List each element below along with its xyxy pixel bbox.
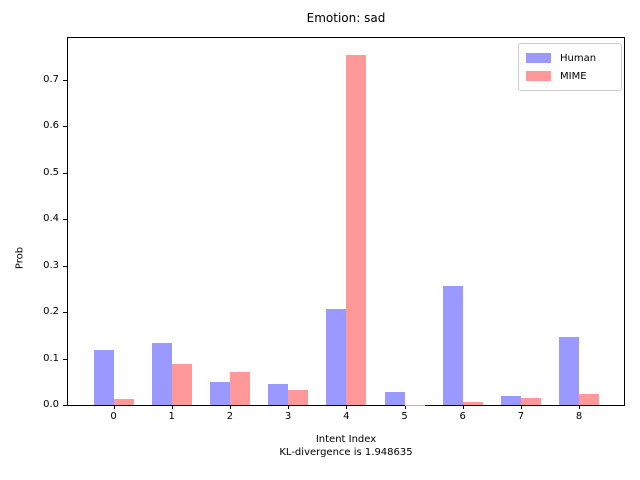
x-tick-mark [171,405,173,409]
bar-human-4 [326,308,347,405]
x-tick-mark [113,405,115,409]
y-tick-mark [63,358,67,360]
bar-human-2 [209,381,230,405]
x-tick-mark [229,405,231,409]
kl-divergence-caption: KL-divergence is 1.948635 [279,447,413,458]
x-tick-label: 5 [401,411,408,422]
y-tick-label: 0.6 [43,120,59,132]
x-tick-label: 4 [343,411,350,422]
y-tick-mark [63,79,67,81]
x-tick-mark [462,405,464,409]
legend-row: MIME [526,67,614,85]
legend-label: Human [560,52,597,64]
y-tick-label: 0.5 [43,166,59,178]
x-tick-label: 8 [575,411,583,422]
x-tick-mark [346,405,348,409]
bar-mime-3 [288,389,309,405]
legend-row: Human [526,49,614,67]
legend-swatch [526,71,551,81]
bar-mime-2 [229,371,250,405]
bar-human-6 [442,285,463,405]
bar-human-1 [151,342,172,405]
bar-human-0 [93,350,114,405]
y-tick-mark [63,172,67,174]
legend-label: MIME [560,70,587,82]
x-tick-label: 6 [459,411,466,422]
legend-swatch [526,53,551,63]
x-tick-label: 7 [517,411,525,422]
y-axis-label: Prob [14,246,26,270]
bar-mime-8 [579,394,600,405]
y-tick-label: 0.0 [43,399,59,410]
x-tick-mark [579,405,581,409]
x-tick-mark [520,405,522,409]
bar-human-8 [559,337,580,405]
x-axis-label-block: Intent Index KL-divergence is 1.948635 [67,433,625,459]
y-tick-mark [63,405,67,406]
bar-mime-4 [346,55,367,405]
y-tick-mark [63,126,67,128]
y-tick-label: 0.3 [43,259,59,271]
x-tick-label: 0 [110,411,117,422]
y-tick-mark [63,265,67,267]
x-axis-label: Intent Index [315,434,377,445]
bar-mime-7 [520,398,541,405]
y-tick-label: 0.7 [43,73,59,85]
y-tick-label: 0.4 [43,213,59,225]
y-tick-mark [63,219,67,221]
bar-human-7 [500,395,521,405]
bar-mime-0 [113,398,134,405]
x-tick-label: 2 [226,411,234,422]
x-tick-mark [288,405,290,409]
bar-mime-1 [171,363,192,405]
plot-area: 0.0 0.1 0.2 0.3 0.4 0.5 0.6 0.7 0 1 2 3 4 5 6 7 8 [43,37,625,422]
y-tick-mark [63,312,67,314]
bar-human-3 [268,384,289,405]
chart-title: Emotion: sad [306,11,386,25]
y-tick-label: 0.1 [43,352,59,364]
bar-human-5 [384,392,405,405]
x-tick-mark [404,405,406,409]
x-tick-label: 3 [284,411,292,422]
x-tick-label: 1 [168,411,175,422]
bar-mime-6 [462,402,483,405]
legend: Human MIME [518,43,622,91]
y-tick-label: 0.2 [43,306,59,318]
